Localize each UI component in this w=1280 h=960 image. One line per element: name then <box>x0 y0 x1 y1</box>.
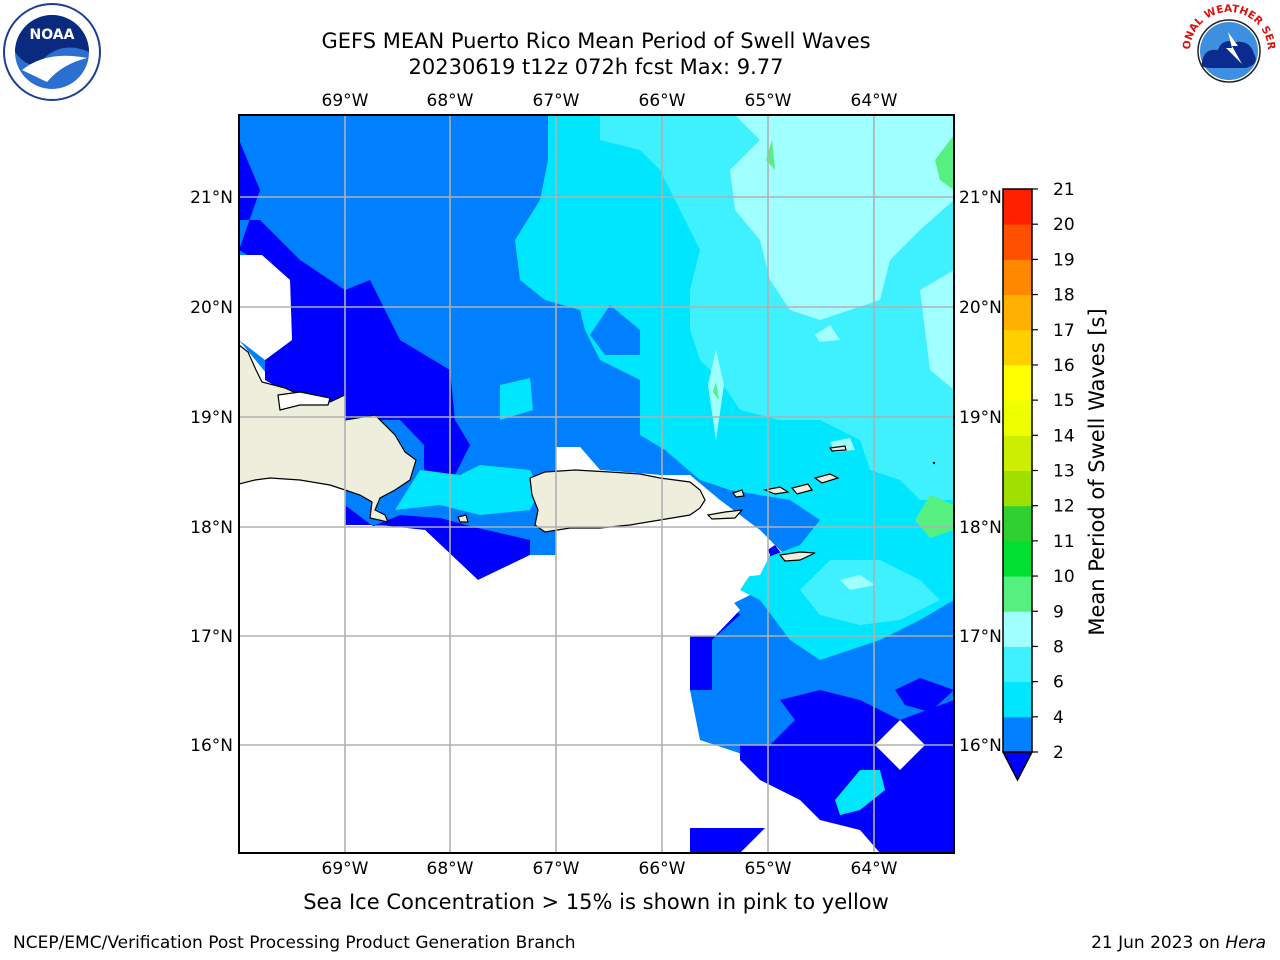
colorbar-tick-label: 18 <box>1053 286 1075 306</box>
colorbar-segment <box>1003 576 1032 612</box>
lon-label-top: 64°W <box>851 91 898 111</box>
colorbar-segment <box>1003 611 1032 647</box>
contour-8-9-e <box>840 575 875 590</box>
lon-label-top: 67°W <box>533 91 580 111</box>
noaa-logo-text: NOAA <box>30 27 75 43</box>
land-culebra <box>732 489 745 498</box>
colorbar-segment <box>1003 329 1032 366</box>
lat-label-left: 17°N <box>190 627 233 647</box>
lon-label-top: 65°W <box>745 91 792 111</box>
colorbar-segment <box>1003 540 1032 577</box>
colorbar: 2 4 6 8 9 10 11 12 13 14 15 16 17 18 19 20 21 <box>1001 180 1075 782</box>
colorbar-segment <box>1003 400 1032 436</box>
colorbar-tick-label: 15 <box>1053 391 1075 411</box>
chart-title: GEFS MEAN Puerto Rico Mean Period of Swe… <box>321 29 871 53</box>
contour-4-6-se <box>835 770 885 815</box>
colorbar-tick-label: 10 <box>1053 567 1075 587</box>
colorbar-tick-label: 21 <box>1053 180 1075 200</box>
lat-label-right: 16°N <box>959 736 1002 756</box>
nws-logo: NATIONAL WEATHER SERVICE <box>1180 2 1277 98</box>
contour-8-9 <box>730 115 954 320</box>
contour-4-6-s <box>395 465 540 515</box>
colorbar-tick-label: 11 <box>1053 532 1075 552</box>
contour-9-10-a <box>935 135 954 190</box>
lon-label-bottom: 67°W <box>533 859 580 879</box>
lon-label-bottom: 66°W <box>639 859 686 879</box>
sea-ice-note: Sea Ice Concentration > 15% is shown in … <box>303 890 889 914</box>
footer-branch: NCEP/EMC/Verification Post Processing Pr… <box>13 933 576 953</box>
colorbar-segment <box>1003 681 1032 718</box>
land-mona <box>457 514 469 523</box>
contour-4-6-s2 <box>500 378 533 420</box>
lat-label-right: 19°N <box>959 408 1002 428</box>
colorbar-segment <box>1003 189 1032 225</box>
land-samana <box>277 391 331 411</box>
colorbar-tick-label: 4 <box>1053 708 1064 728</box>
contour-9-10-d <box>713 382 719 400</box>
colorbar-tick-label: 8 <box>1053 637 1064 657</box>
colorbar-tick-label: 14 <box>1053 426 1075 446</box>
footer-date: 21 Jun 2023 on Hera <box>1091 933 1266 953</box>
lat-label-left: 19°N <box>190 408 233 428</box>
lon-label-top: 69°W <box>322 91 369 111</box>
land-st-croix <box>778 551 816 562</box>
colorbar-segment <box>1003 224 1032 260</box>
colorbar-tick-label: 20 <box>1053 215 1075 235</box>
colorbar-segment <box>1003 435 1032 471</box>
map-plot-area <box>239 115 954 853</box>
lat-label-right: 21°N <box>959 188 1002 208</box>
lat-label-left: 18°N <box>190 518 233 538</box>
lat-label-left: 16°N <box>190 736 233 756</box>
contour-under-2-se4 <box>895 678 954 712</box>
gridlines <box>239 115 954 853</box>
colorbar-segment <box>1003 505 1032 542</box>
colorbar-tick-label: 13 <box>1053 462 1075 482</box>
lat-label-right: 20°N <box>959 298 1002 318</box>
colorbar-segment <box>1003 364 1032 401</box>
colorbar-under-extension <box>1001 751 1034 782</box>
noaa-logo: NOAA <box>3 3 101 101</box>
lat-label-left: 20°N <box>190 298 233 318</box>
land-st-thomas <box>762 486 790 495</box>
colorbar-tick-label: 17 <box>1053 321 1075 341</box>
colorbar-tick-label: 6 <box>1053 673 1064 693</box>
land-vieques <box>706 509 744 520</box>
land-anegada <box>828 445 847 452</box>
chart-subtitle: 20230619 t12z 072h fcst Max: 9.77 <box>408 55 784 79</box>
contour-under-2-se3 <box>690 828 765 853</box>
colorbar-tick-label: 2 <box>1053 743 1064 763</box>
lon-label-bottom: 68°W <box>427 859 474 879</box>
lon-label-bottom: 64°W <box>851 859 898 879</box>
footer-date-text: 21 Jun 2023 on <box>1091 933 1226 953</box>
colorbar-tick-label: 9 <box>1053 602 1064 622</box>
contour-2-4-island2 <box>535 355 580 372</box>
lon-label-top: 68°W <box>427 91 474 111</box>
contour-8-9-b <box>920 270 954 390</box>
footer-machine: Hera <box>1225 933 1266 953</box>
colorbar-segment <box>1003 646 1032 683</box>
colorbar-segment <box>1003 716 1032 753</box>
contour-8-9-c <box>815 325 840 342</box>
contour-6-8-s <box>800 560 940 625</box>
lat-label-left: 21°N <box>190 188 233 208</box>
colorbar-segment <box>1003 470 1032 507</box>
land-st-john <box>790 483 813 495</box>
contour-under-2-s <box>345 505 530 580</box>
colorbar-tick-label: 12 <box>1053 497 1075 517</box>
land-tortola <box>813 473 840 484</box>
lat-label-right: 17°N <box>959 627 1002 647</box>
lon-label-bottom: 69°W <box>322 859 369 879</box>
colorbar-tick-label: 19 <box>1053 250 1075 270</box>
lon-label-top: 66°W <box>639 91 686 111</box>
nodata-south <box>239 447 770 853</box>
colorbar-tick-label: 16 <box>1053 356 1075 376</box>
colorbar-segment <box>1003 294 1032 331</box>
colorbar-title: Mean Period of Swell Waves [s] <box>1085 308 1109 636</box>
contour-2-4-island <box>590 305 640 355</box>
map-frame <box>238 114 955 854</box>
lat-label-right: 18°N <box>959 518 1002 538</box>
colorbar-segment <box>1003 259 1032 296</box>
lon-label-bottom: 65°W <box>745 859 792 879</box>
